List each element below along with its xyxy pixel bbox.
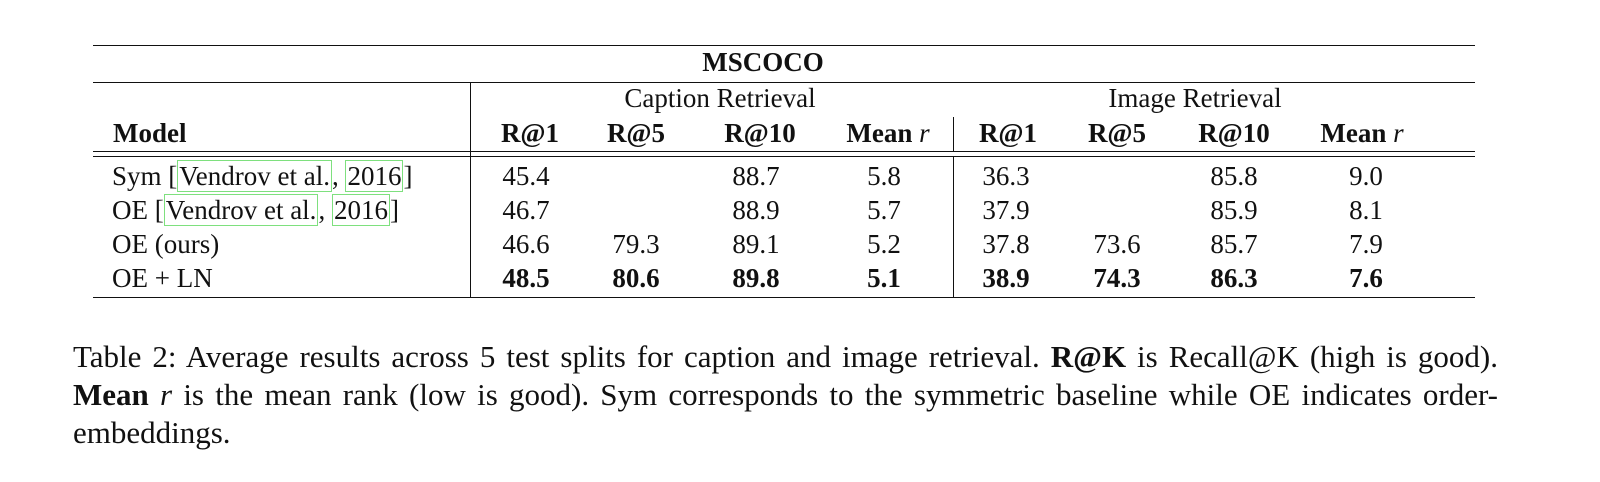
caption-text-1: Table 2: Average results across 5 test s… (73, 339, 1051, 374)
model-prefix: Sym [ (112, 161, 178, 191)
table-cell: 88.7 (732, 161, 780, 191)
table-cell-best: 89.8 (732, 263, 780, 293)
table-cell: 5.2 (867, 229, 901, 259)
table-cell: 85.7 (1210, 229, 1258, 259)
table-cell: 73.6 (1093, 229, 1141, 259)
header-caption-r1: R@1 (500, 118, 560, 148)
table-cell: 7.9 (1349, 229, 1383, 259)
model-suffix: ] (403, 161, 413, 191)
group-image-retrieval: Image Retrieval (1108, 83, 1282, 113)
table-cell: 5.8 (867, 161, 901, 191)
header-mean-label: Mean (846, 118, 920, 148)
citation-link[interactable]: Vendrov et al. (163, 194, 319, 226)
table-cell: 89.1 (732, 229, 780, 259)
caption-bold-mean: Mean (73, 377, 160, 412)
group-caption-retrieval: Caption Retrieval (624, 83, 816, 113)
table-cell: 46.7 (502, 195, 550, 225)
title-underline-rule (93, 82, 1475, 83)
header-image-r5: R@5 (1087, 118, 1147, 148)
header-image-r10: R@10 (1198, 118, 1270, 148)
group-divider-body (953, 156, 954, 297)
table-cell-best: 48.5 (502, 263, 550, 293)
group-divider-header (953, 117, 954, 151)
header-caption-mean-r: Mean r (818, 117, 958, 149)
caption-bold-rk: R@K (1050, 339, 1127, 374)
table-caption: Table 2: Average results across 5 test s… (73, 338, 1498, 452)
table-cell: 37.9 (982, 195, 1030, 225)
row-3-model: OE (ours) (112, 229, 220, 259)
header-model: Model (113, 118, 187, 148)
row-2-model: OE [Vendrov et al., 2016] (112, 194, 399, 226)
table-cell-best: 74.3 (1093, 263, 1141, 293)
model-column-divider (470, 82, 471, 298)
table-cell: 9.0 (1349, 161, 1383, 191)
header-caption-r10: R@10 (724, 118, 796, 148)
header-bottom-rule-2 (93, 156, 1475, 157)
table-cell: 85.9 (1210, 195, 1258, 225)
table-cell-best: 38.9 (982, 263, 1030, 293)
table-cell: 8.1 (1349, 195, 1383, 225)
table-title: MSCOCO (702, 47, 824, 77)
citation-year-link[interactable]: 2016 (345, 160, 404, 192)
table-cell-best: 86.3 (1210, 263, 1258, 293)
table-cell-best: 5.1 (867, 263, 901, 293)
table-cell: 88.9 (732, 195, 780, 225)
table-cell: 79.3 (612, 229, 660, 259)
citation-link[interactable]: Vendrov et al. (177, 160, 332, 192)
citation-year-link[interactable]: 2016 (331, 194, 390, 226)
model-suffix: ] (389, 195, 399, 225)
header-mean-label: Mean (1320, 118, 1394, 148)
cite-separator: , (331, 161, 346, 191)
table-cell: 45.4 (502, 161, 550, 191)
table-cell-best: 7.6 (1349, 263, 1383, 293)
row-1-model: Sym [Vendrov et al., 2016] (112, 160, 412, 192)
table-bottom-rule (93, 297, 1475, 298)
table-cell: 36.3 (982, 161, 1030, 191)
row-4-model: OE + LN (112, 263, 213, 293)
table-cell-best: 80.6 (612, 263, 660, 293)
table-cell: 5.7 (867, 195, 901, 225)
table-top-rule (93, 45, 1475, 46)
header-caption-r5: R@5 (606, 118, 666, 148)
table-cell: 37.8 (982, 229, 1030, 259)
header-image-mean-r: Mean r (1292, 117, 1432, 149)
table-cell: 46.6 (502, 229, 550, 259)
header-image-r1: R@1 (978, 118, 1038, 148)
table-cell: 85.8 (1210, 161, 1258, 191)
model-group-rule (93, 82, 469, 83)
model-prefix: OE [ (112, 195, 164, 225)
caption-text-3: is the mean rank (low is good). Sym corr… (73, 377, 1498, 450)
cite-separator: , (318, 195, 332, 225)
header-bottom-rule-1 (93, 151, 1475, 152)
caption-text-2: is Recall@K (high is good). (1126, 339, 1498, 374)
header-mean-r: r (1393, 118, 1404, 148)
caption-italic-r: r (160, 377, 173, 412)
header-mean-r: r (919, 118, 930, 148)
